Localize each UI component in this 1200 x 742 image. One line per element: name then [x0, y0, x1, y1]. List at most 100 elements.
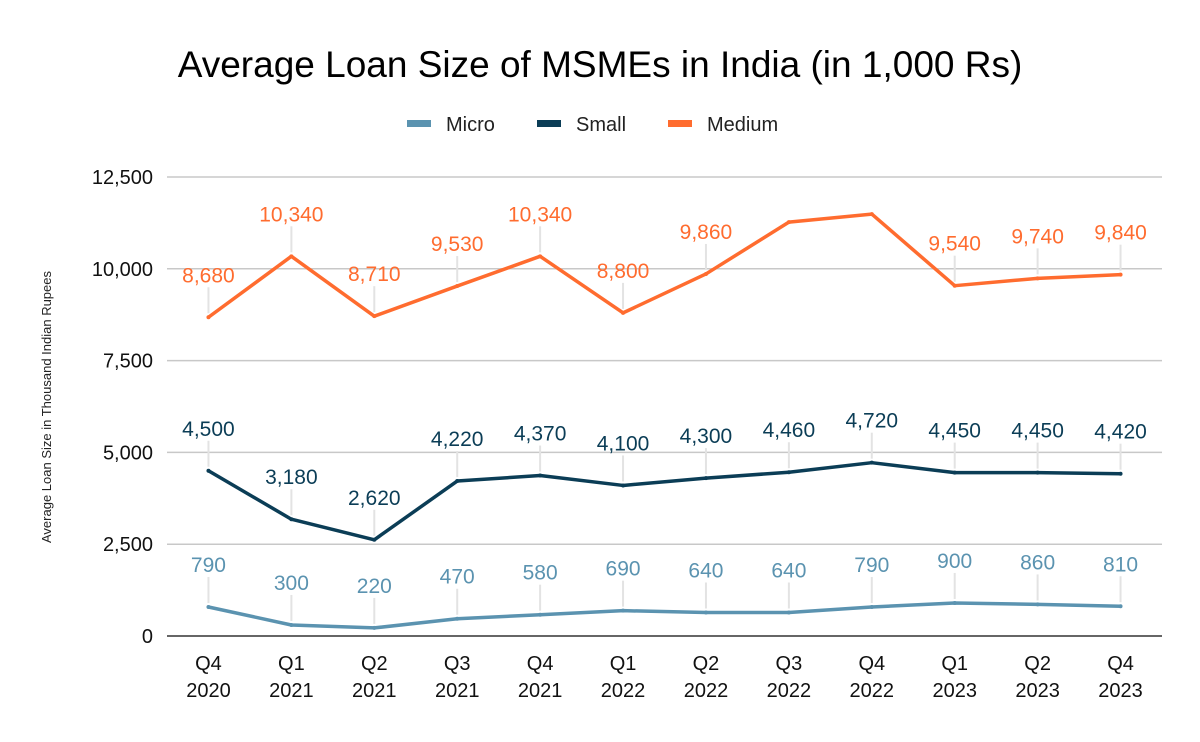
x-tick-label: 2022 [767, 680, 812, 702]
data-label: 4,450 [928, 420, 981, 443]
data-label: 4,720 [846, 410, 899, 433]
data-point [869, 460, 874, 465]
data-point [786, 610, 791, 615]
data-label: 220 [357, 575, 392, 598]
y-tick-label: 5,000 [103, 442, 153, 464]
data-label: 4,460 [763, 419, 816, 442]
data-point [952, 283, 957, 288]
data-label: 470 [440, 566, 475, 589]
x-tick-label: 2021 [352, 680, 397, 702]
x-tick-label: Q4 [527, 653, 554, 675]
data-label: 580 [523, 562, 558, 585]
legend-label-small[interactable]: Small [576, 114, 626, 136]
data-point [1035, 470, 1040, 475]
data-label: 10,340 [508, 203, 572, 226]
data-label: 790 [854, 554, 889, 577]
data-point [869, 604, 874, 609]
x-tick-label: 2021 [518, 680, 563, 702]
data-label: 4,300 [680, 425, 733, 448]
series-small: 4,500 3,180 2,620 4,220 4,370 4,100 4,300 4,460… [182, 410, 1147, 542]
data-point [703, 610, 708, 615]
x-tick-label: Q4 [1107, 653, 1134, 675]
data-label: 2,620 [348, 487, 401, 510]
x-tick-label: Q1 [610, 653, 637, 675]
data-label: 9,530 [431, 233, 484, 256]
data-label: 900 [937, 550, 972, 573]
data-point [703, 271, 708, 276]
series-micro: 790 300 220 470 580 690 640 640 790 900 860 810 [191, 550, 1138, 630]
data-point [289, 622, 294, 627]
legend-label-micro[interactable]: Micro [446, 114, 495, 136]
data-label: 10,340 [259, 203, 323, 226]
data-point [372, 314, 377, 319]
data-point [1118, 604, 1123, 609]
data-point [1035, 276, 1040, 281]
x-tick-label: 2022 [684, 680, 729, 702]
series-line-small [207, 460, 1121, 542]
x-tick-label: Q1 [278, 653, 305, 675]
data-point [1118, 272, 1123, 277]
data-label: 640 [688, 559, 723, 582]
data-point [455, 616, 460, 621]
data-point [206, 315, 211, 320]
data-label: 640 [771, 559, 806, 582]
x-tick-label: Q4 [858, 653, 885, 675]
data-point [621, 483, 626, 488]
legend-swatch-small [537, 120, 561, 127]
data-point [869, 212, 874, 217]
legend-label-medium[interactable]: Medium [707, 114, 778, 136]
data-label: 9,860 [680, 221, 733, 244]
data-label: 9,540 [928, 233, 981, 256]
y-tick-label: 12,500 [92, 167, 153, 189]
x-tick-label: Q3 [444, 653, 471, 675]
x-tick-label: 2021 [435, 680, 480, 702]
gridlines: 0 2,500 5,000 7,500 10,000 12,500 [92, 167, 1162, 648]
x-tick-label: Q4 [195, 653, 222, 675]
data-label: 790 [191, 554, 226, 577]
data-point [372, 625, 377, 630]
data-label: 860 [1020, 551, 1055, 574]
data-label: 4,500 [182, 418, 235, 441]
x-tick-label: 2021 [269, 680, 314, 702]
x-tick-label: 2022 [850, 680, 895, 702]
y-tick-label: 2,500 [103, 534, 153, 556]
data-point [538, 254, 543, 259]
data-label: 8,800 [597, 260, 650, 283]
x-tick-label: 2023 [932, 680, 977, 702]
y-tick-label: 10,000 [92, 259, 153, 281]
x-tick-label: 2020 [186, 680, 231, 702]
x-tick-label: Q2 [1024, 653, 1051, 675]
data-point [703, 476, 708, 481]
data-label: 8,710 [348, 263, 401, 286]
chart-title: Average Loan Size of MSMEs in India (in … [178, 44, 1023, 85]
series-group: 790 300 220 470 580 690 640 640 790 900 860 810 4,50… [182, 203, 1147, 630]
data-label: 3,180 [265, 466, 318, 489]
legend-swatch-micro [407, 120, 431, 127]
data-point [952, 600, 957, 605]
x-tick-label: Q2 [361, 653, 388, 675]
x-axis-ticks: Q4 2020 Q1 2021 Q2 2021 Q3 2021 Q4 2021 Q1 2022 Q2 20… [186, 653, 1143, 702]
data-point [952, 470, 957, 475]
data-label: 4,450 [1011, 420, 1064, 443]
series-medium: 8,680 10,340 8,710 9,530 10,340 8,800 9,860 9,5… [182, 203, 1147, 320]
x-tick-label: Q3 [776, 653, 803, 675]
data-point [455, 479, 460, 484]
x-tick-label: Q1 [941, 653, 968, 675]
data-point [455, 284, 460, 289]
data-label: 4,220 [431, 428, 484, 451]
data-label: 4,370 [514, 423, 567, 446]
y-tick-label: 7,500 [103, 351, 153, 373]
legend: Micro Small Medium [407, 114, 778, 136]
data-point [538, 612, 543, 617]
data-label: 690 [606, 558, 641, 581]
y-axis-label: Average Loan Size in Thousand Indian Rup… [39, 271, 54, 543]
data-point [206, 604, 211, 609]
data-label: 300 [274, 572, 309, 595]
data-point [372, 537, 377, 542]
data-point [621, 310, 626, 315]
data-point [786, 220, 791, 225]
x-tick-label: 2022 [601, 680, 646, 702]
x-tick-label: Q2 [693, 653, 720, 675]
data-label: 8,680 [182, 264, 235, 287]
